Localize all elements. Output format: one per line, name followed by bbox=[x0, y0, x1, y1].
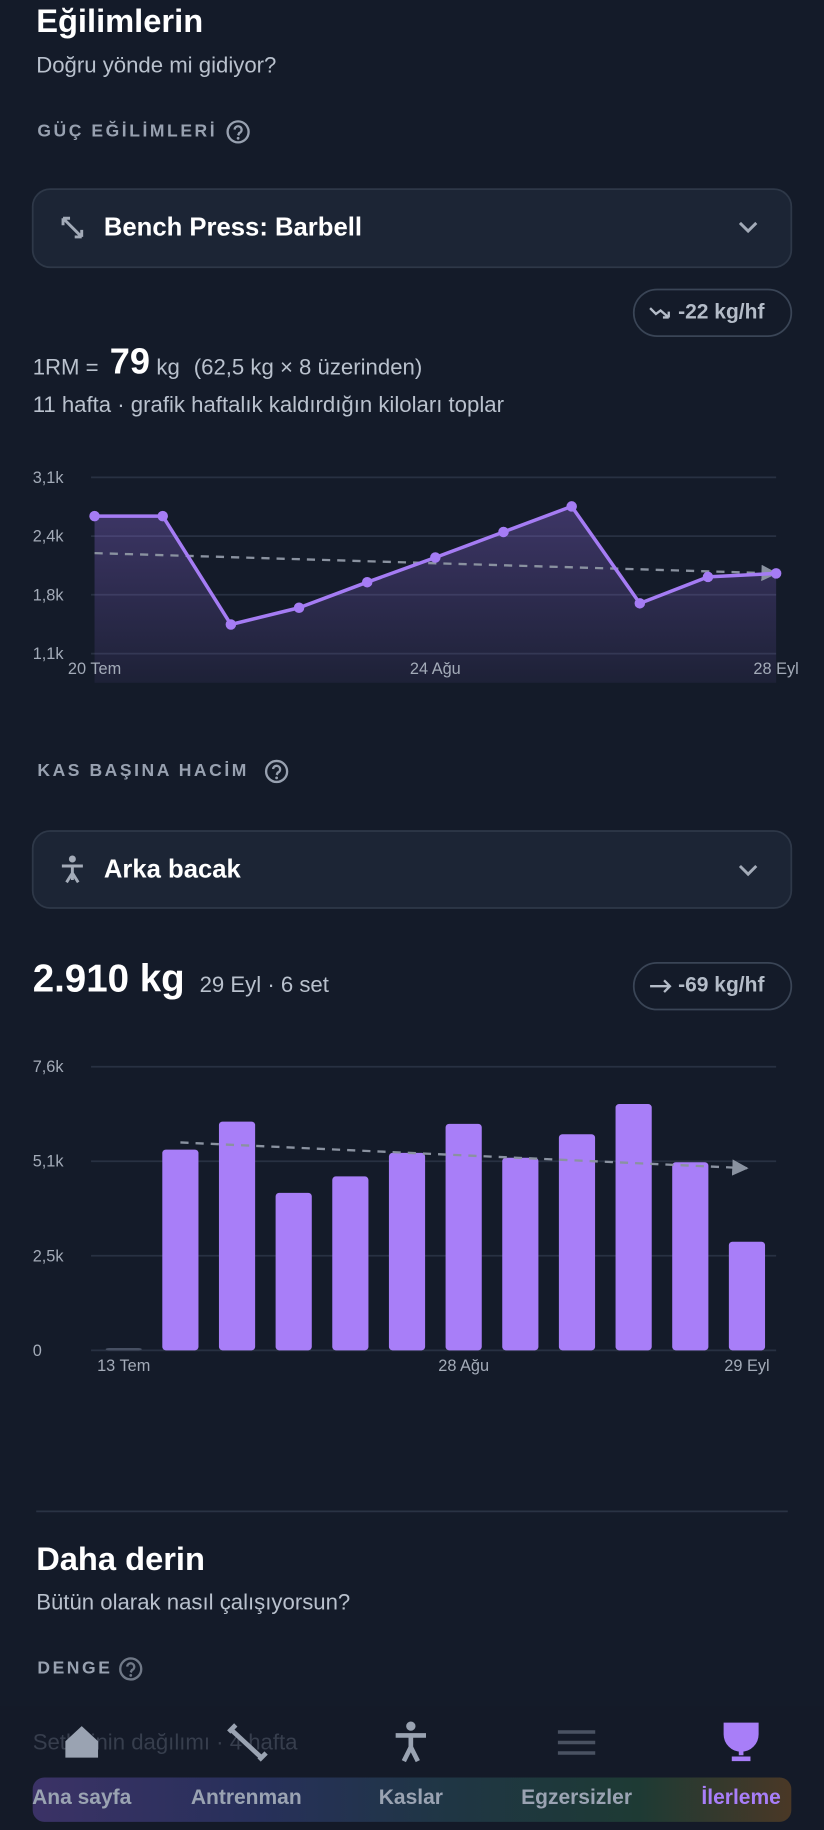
section-subtitle: Bütün olarak nasıl çalışıyorsun? bbox=[36, 1589, 350, 1614]
line-point bbox=[770, 568, 782, 579]
one-rm-value: 79 bbox=[110, 341, 150, 382]
bar bbox=[502, 1157, 539, 1351]
one-rm-unit: kg bbox=[156, 355, 179, 380]
bar bbox=[672, 1162, 709, 1351]
x-tick-label: 28 Eyl bbox=[753, 660, 798, 678]
y-tick-label: 5,1k bbox=[33, 1153, 65, 1171]
bottom-nav: Ana sayfa Antrenman Kaslar Egzersizler İlerl… bbox=[0, 1706, 824, 1830]
help-icon[interactable] bbox=[119, 1657, 143, 1681]
x-tick-label: 29 Eyl bbox=[724, 1357, 769, 1375]
bar bbox=[728, 1241, 766, 1351]
nav-label: Ana sayfa bbox=[32, 1786, 132, 1809]
y-tick-label: 3,1k bbox=[33, 469, 65, 487]
bar bbox=[332, 1176, 369, 1351]
nav-label: İlerleme bbox=[701, 1786, 780, 1809]
line-point bbox=[225, 619, 237, 630]
nav-label: Antrenman bbox=[191, 1786, 302, 1809]
y-tick-label: 7,6k bbox=[33, 1058, 65, 1076]
trend-badge: -69 kg/hf bbox=[632, 961, 793, 1011]
line-area bbox=[94, 506, 777, 683]
bar bbox=[162, 1149, 199, 1351]
line-point bbox=[430, 552, 441, 563]
bar bbox=[615, 1104, 652, 1351]
bar bbox=[558, 1134, 596, 1351]
help-icon[interactable] bbox=[226, 120, 250, 144]
line-point bbox=[498, 526, 509, 538]
one-rm-label: 1RM = bbox=[33, 355, 99, 380]
trend-badge: -22 kg/hf bbox=[632, 288, 793, 337]
bar bbox=[218, 1121, 256, 1351]
y-tick-label: 0 bbox=[33, 1342, 42, 1360]
section-label: DENGE bbox=[37, 1658, 112, 1678]
bar bbox=[275, 1192, 312, 1351]
trend-badge-text: -22 kg/hf bbox=[678, 300, 765, 323]
y-tick-label: 2,4k bbox=[33, 528, 65, 546]
line-point bbox=[634, 598, 646, 609]
section-label: KAS BAŞINA HACİM bbox=[37, 760, 249, 780]
trend-line bbox=[94, 551, 778, 582]
bar bbox=[445, 1123, 482, 1351]
page-subtitle: Doğru yönde mi gidiyor? bbox=[36, 52, 276, 77]
line-point bbox=[293, 602, 305, 614]
bar bbox=[105, 1347, 142, 1351]
exercise-selector[interactable]: Bench Press: Barbell bbox=[31, 188, 793, 269]
x-tick-label: 20 Tem bbox=[68, 660, 121, 678]
exercise-name: Bench Press: Barbell bbox=[104, 214, 362, 242]
nav-label: Kaslar bbox=[379, 1786, 443, 1809]
line-point bbox=[89, 510, 100, 522]
page-title: Eğilimlerin bbox=[36, 2, 203, 39]
line-point bbox=[157, 510, 168, 522]
trend-line bbox=[180, 1141, 749, 1176]
line-point bbox=[361, 576, 373, 588]
chart-note: 11 hafta · grafik haftalık kaldırdığın k… bbox=[33, 392, 505, 417]
x-tick-label: 24 Ağu bbox=[410, 660, 461, 678]
volume-detail: 29 Eyl · 6 set bbox=[200, 972, 329, 997]
section-label: GÜÇ EĞİLİMLERİ bbox=[37, 120, 217, 141]
muscle-name: Arka bacak bbox=[104, 855, 242, 883]
y-tick-label: 1,1k bbox=[33, 645, 65, 663]
volume-headline: 2.910 kg bbox=[33, 958, 185, 1001]
x-tick-label: 28 Ağu bbox=[438, 1357, 489, 1375]
bar bbox=[388, 1152, 426, 1351]
help-icon[interactable] bbox=[264, 759, 289, 784]
trend-badge-text: -69 kg/hf bbox=[678, 974, 765, 997]
nav-label: Egzersizler bbox=[521, 1786, 632, 1809]
line-point bbox=[566, 501, 577, 512]
muscle-selector[interactable]: Arka bacak bbox=[31, 830, 793, 909]
one-rm-detail: (62,5 kg × 8 üzerinden) bbox=[194, 355, 422, 380]
x-tick-label: 13 Tem bbox=[97, 1357, 150, 1375]
line-point bbox=[702, 571, 714, 583]
y-tick-label: 2,5k bbox=[33, 1247, 65, 1265]
section-title: Daha derin bbox=[36, 1540, 205, 1577]
y-tick-label: 1,8k bbox=[33, 586, 65, 604]
